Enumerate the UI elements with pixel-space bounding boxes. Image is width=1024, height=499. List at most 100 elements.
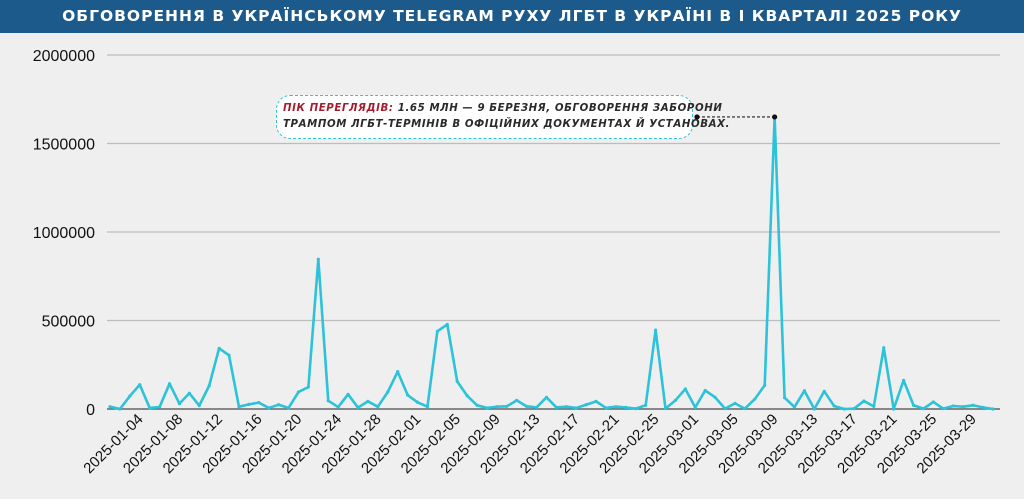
data-point	[802, 389, 807, 393]
data-point	[306, 385, 310, 389]
data-point	[485, 406, 489, 410]
data-point	[961, 405, 965, 409]
data-point	[386, 390, 390, 394]
data-point	[723, 407, 727, 411]
data-point	[455, 379, 459, 383]
data-point	[812, 407, 816, 411]
data-point	[663, 407, 668, 411]
data-point	[425, 405, 430, 409]
data-point	[396, 370, 400, 374]
data-point	[505, 404, 509, 408]
data-point	[981, 405, 985, 410]
data-point	[277, 403, 281, 407]
peak-dot	[772, 114, 778, 120]
data-point	[902, 378, 906, 382]
data-point	[148, 406, 152, 410]
data-point	[406, 393, 410, 397]
peak-annotation: ПІК ПЕРЕГЛЯДІВ: 1.65 МЛН — 9 БЕРЕЗНЯ, ОБ…	[276, 95, 730, 139]
data-point	[743, 407, 747, 411]
data-point	[445, 322, 449, 326]
data-point	[138, 383, 142, 387]
data-point	[673, 398, 678, 402]
data-point	[604, 406, 608, 410]
data-point	[435, 329, 439, 333]
data-point	[177, 402, 182, 406]
data-point	[346, 392, 350, 396]
data-point	[247, 402, 251, 406]
data-point	[296, 390, 301, 394]
data-point	[118, 407, 122, 411]
data-point	[782, 396, 787, 400]
annotation-dot	[694, 114, 700, 120]
data-point	[167, 382, 172, 386]
data-point	[515, 398, 519, 402]
data-point	[257, 401, 261, 405]
data-point	[564, 405, 568, 409]
data-point	[158, 405, 162, 409]
y-tick-label: 1000000	[33, 225, 95, 242]
data-point	[594, 399, 598, 403]
data-point	[892, 407, 896, 411]
data-point	[128, 394, 132, 398]
data-point	[951, 404, 955, 408]
data-point	[733, 401, 737, 405]
data-point	[525, 404, 529, 408]
data-point	[108, 405, 112, 409]
data-point	[862, 399, 866, 403]
data-point	[941, 407, 945, 411]
data-point	[415, 400, 420, 404]
data-point	[465, 394, 469, 398]
y-tick-label: 2000000	[33, 48, 95, 65]
series-line-views	[109, 115, 994, 411]
data-point	[634, 407, 638, 411]
data-point	[792, 405, 797, 409]
data-point	[693, 405, 697, 410]
chart-title: ОБГОВОРЕННЯ В УКРАЇНСЬКОМУ TELEGRAM РУХУ…	[0, 0, 1024, 33]
data-point	[683, 387, 687, 391]
data-point	[574, 406, 578, 410]
annotation-line2: ТРАМПОМ ЛГБТ-ТЕРМІНІВ В ОФІЦІЙНИХ ДОКУМЕ…	[283, 119, 730, 130]
data-point	[763, 383, 767, 387]
y-tick-label: 0	[86, 402, 95, 419]
annotation-highlight: ПІК ПЕРЕГЛЯДІВ:	[283, 103, 394, 114]
data-point	[842, 407, 846, 411]
data-point	[832, 404, 836, 408]
data-point	[475, 403, 479, 407]
data-point	[852, 407, 856, 411]
data-point	[872, 404, 876, 408]
data-point	[822, 389, 826, 393]
data-point	[187, 391, 191, 395]
annotation-line1: 1.65 МЛН — 9 БЕРЕЗНЯ, ОБГОВОРЕННЯ ЗАБОРО…	[393, 103, 723, 114]
data-point	[336, 405, 340, 409]
data-point	[544, 395, 549, 399]
y-tick-label: 500000	[42, 314, 95, 331]
data-point	[614, 405, 618, 409]
data-point	[713, 395, 717, 399]
data-point	[921, 407, 926, 411]
data-point	[366, 399, 370, 403]
data-point	[971, 403, 975, 407]
data-point	[286, 406, 291, 410]
data-point	[237, 405, 241, 409]
data-point	[554, 405, 559, 410]
data-point	[227, 353, 231, 357]
data-point	[267, 406, 271, 410]
data-point	[316, 257, 320, 261]
data-point	[882, 346, 886, 350]
data-point	[326, 399, 330, 403]
data-point	[495, 405, 499, 409]
data-point	[654, 328, 658, 332]
data-point	[644, 403, 648, 407]
data-point	[703, 388, 707, 393]
data-point	[911, 403, 916, 407]
data-point	[197, 404, 201, 408]
data-point	[217, 346, 221, 350]
data-point	[534, 405, 539, 410]
data-point	[991, 407, 995, 411]
data-point	[376, 405, 380, 409]
data-point	[207, 384, 211, 388]
data-point	[624, 405, 628, 410]
data-point	[356, 405, 360, 410]
data-point	[753, 397, 757, 401]
